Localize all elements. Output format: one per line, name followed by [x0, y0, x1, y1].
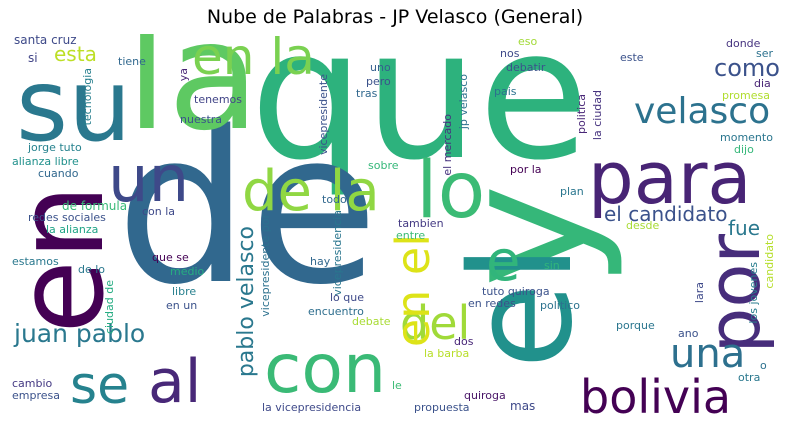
word: en un: [166, 299, 198, 312]
word: la: [126, 34, 260, 164]
word: jp velasco: [457, 74, 470, 130]
word: velasco: [634, 91, 771, 132]
word: vicepresidente: [317, 74, 330, 156]
word: por la: [510, 163, 542, 176]
word: candidato: [763, 234, 776, 289]
word: politico: [540, 299, 580, 312]
word: desde: [626, 219, 660, 232]
word-cloud: que de la y el en su para con por lo un …: [8, 34, 782, 422]
word: hay: [310, 255, 331, 268]
word: esta: [54, 42, 97, 66]
word: si: [28, 51, 38, 65]
word: empresa: [12, 389, 60, 402]
word: de formula: [62, 199, 128, 213]
word: cambio: [12, 377, 53, 390]
word: estamos: [12, 255, 59, 268]
word: mas: [510, 399, 536, 413]
word: los jovenes: [747, 262, 760, 324]
word: nos: [500, 47, 520, 60]
word: dijo: [734, 143, 754, 156]
word: dia: [754, 77, 771, 90]
word: fue: [728, 216, 761, 240]
word: propuesta: [414, 401, 470, 414]
word: para: [588, 136, 752, 220]
word: que se: [152, 251, 189, 264]
word: en el: [386, 234, 440, 348]
word: como: [714, 54, 780, 82]
word: todo: [322, 193, 347, 206]
word: la vicepresidencia: [262, 401, 362, 414]
word: en la: [192, 34, 315, 86]
word: porque: [616, 319, 655, 332]
word: pero: [366, 75, 391, 88]
word: momento: [720, 131, 773, 144]
word: ser: [756, 47, 774, 60]
word: sin: [544, 259, 560, 272]
word: bolivia: [580, 370, 732, 422]
word: o: [760, 359, 767, 372]
word: debatir: [506, 61, 546, 74]
word: le: [392, 379, 402, 392]
word: vicepresidencia: [331, 210, 344, 296]
word: su: [16, 47, 132, 164]
word: uno: [370, 61, 391, 74]
word: ciudad de: [103, 280, 116, 335]
word: pais: [494, 85, 517, 98]
word: vicepresidente por: [259, 214, 272, 317]
word: ano: [678, 327, 699, 340]
word: tiene: [118, 55, 146, 68]
word: la ciudad: [591, 90, 604, 141]
word: santa cruz: [14, 34, 77, 47]
word: tras: [356, 87, 378, 100]
word: cuando: [38, 167, 79, 180]
word: debate: [352, 315, 391, 328]
word: redes sociales: [28, 211, 106, 224]
word: alianza libre: [12, 155, 79, 168]
word: de lo: [78, 263, 106, 276]
word: eso: [518, 35, 538, 48]
word: jorge tuto: [28, 141, 82, 154]
word: un: [108, 143, 190, 217]
word: en redes: [468, 297, 516, 310]
chart-title: Nube de Palabras - JP Velasco (General): [206, 6, 584, 28]
word: lo: [416, 146, 486, 236]
word: que: [250, 34, 590, 200]
word: de: [116, 86, 379, 331]
word: una: [670, 331, 746, 377]
word: tenemos: [194, 93, 242, 106]
word: libre: [172, 285, 197, 298]
word: encuentro: [308, 305, 364, 318]
word: tuto quiroga: [482, 285, 550, 298]
word: politica: [575, 94, 588, 134]
word: juan pablo: [14, 319, 146, 348]
word: con la: [142, 205, 176, 218]
word: dos: [454, 335, 474, 348]
word: entre: [396, 229, 426, 242]
word: con: [264, 330, 387, 409]
word: nuestra: [180, 113, 223, 126]
word: e: [486, 229, 521, 294]
word: medio: [170, 265, 205, 278]
word: al: [148, 347, 202, 417]
word: del: [400, 296, 471, 350]
word: otra: [738, 371, 761, 384]
word: se: [70, 356, 130, 416]
word: tambien: [398, 217, 444, 230]
word: promesa: [722, 89, 770, 102]
word: ya: [177, 68, 190, 82]
word: quiroga: [464, 389, 506, 402]
word: este: [620, 51, 644, 64]
word: lo que: [330, 291, 365, 304]
word: el candidato: [604, 202, 728, 226]
word: pablo velasco: [234, 226, 259, 378]
word: la barba: [424, 347, 470, 360]
word: plan: [560, 185, 584, 198]
word: tecnologia: [81, 68, 94, 126]
word: lara: [693, 282, 706, 304]
word: donde: [726, 37, 761, 50]
word: la alianza: [46, 223, 99, 236]
word: el mercado: [441, 114, 454, 176]
word: sobre: [368, 159, 399, 172]
word: de la: [242, 159, 380, 224]
